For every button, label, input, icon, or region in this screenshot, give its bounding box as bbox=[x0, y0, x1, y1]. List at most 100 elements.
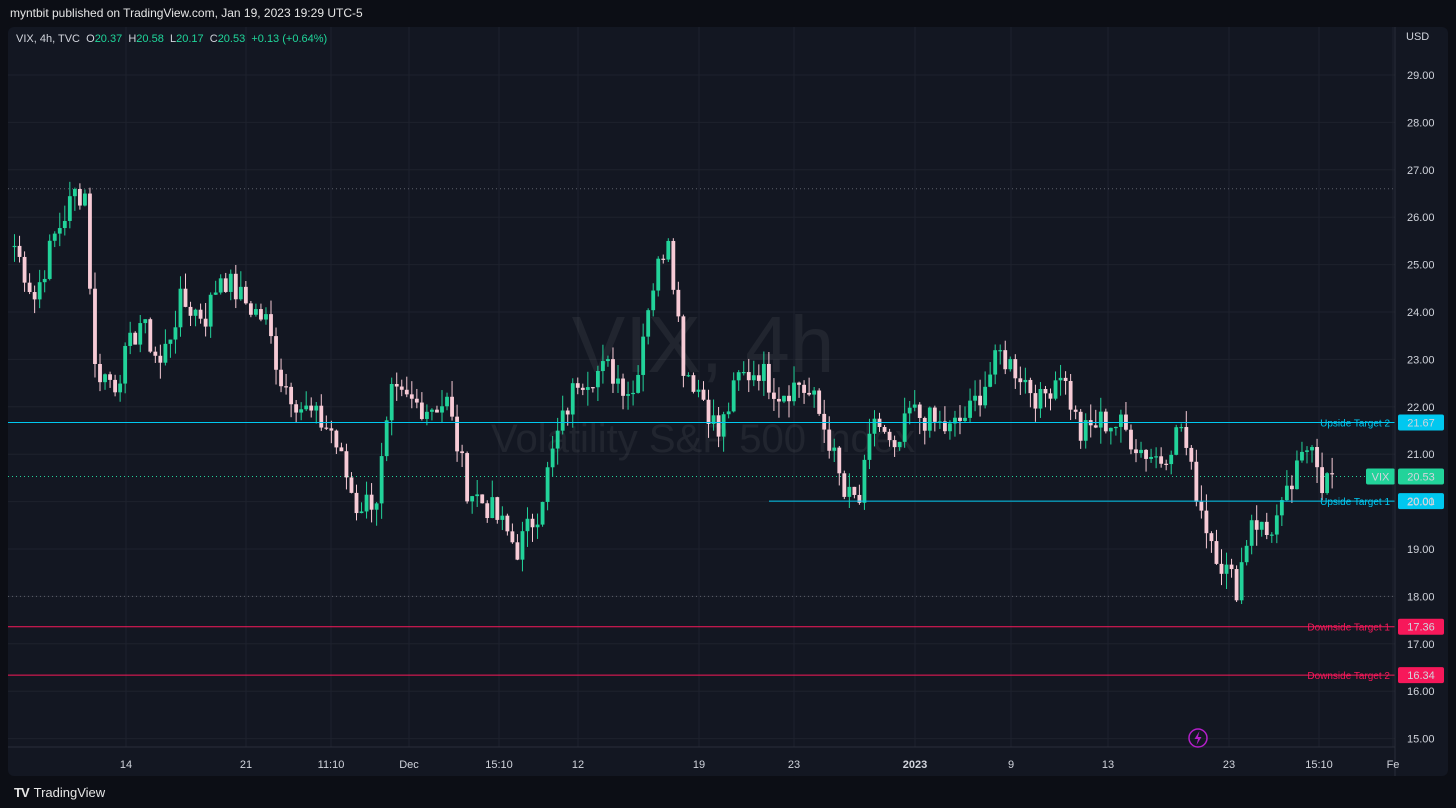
candle-body bbox=[17, 245, 22, 257]
candle-body bbox=[1144, 449, 1148, 459]
candle bbox=[651, 283, 656, 317]
candle bbox=[1078, 408, 1083, 449]
candle-body bbox=[953, 417, 957, 424]
candle bbox=[173, 310, 178, 354]
candle bbox=[626, 381, 630, 410]
candle bbox=[1018, 366, 1023, 395]
candle bbox=[530, 513, 535, 542]
time-axis[interactable]: 14 21 11:10 Dec 15:10 12 19 23 2023 9 13 23 15:10 Fe bbox=[8, 746, 1399, 771]
candle-body bbox=[1053, 380, 1058, 399]
candle-body bbox=[495, 497, 500, 520]
candle bbox=[213, 280, 218, 295]
candle-body bbox=[1300, 451, 1304, 461]
candle-body bbox=[927, 407, 932, 431]
level-value-tag bbox=[1398, 667, 1444, 684]
candle-body bbox=[354, 492, 359, 514]
candle bbox=[948, 420, 952, 440]
candle-body bbox=[585, 387, 590, 390]
candle bbox=[62, 205, 67, 236]
candle-body bbox=[922, 417, 927, 431]
candle-body bbox=[409, 394, 414, 399]
candle bbox=[1129, 424, 1133, 455]
candle-body bbox=[993, 350, 998, 375]
candle-body bbox=[243, 286, 248, 304]
chart-panel[interactable]: VIX, 4h Volatility S&P 500 Index Upside Ta… bbox=[8, 27, 1448, 776]
candle-body bbox=[1199, 501, 1204, 511]
candle bbox=[77, 183, 82, 210]
watermark-title: VIX, 4h bbox=[572, 300, 834, 389]
time-axis-tick: 15:10 bbox=[485, 759, 513, 771]
candle bbox=[847, 473, 852, 508]
candle-body bbox=[299, 409, 304, 413]
candle bbox=[42, 270, 47, 293]
candle-body bbox=[892, 440, 897, 448]
candle bbox=[339, 442, 344, 452]
candle bbox=[1083, 413, 1088, 449]
legend-high-value: 20.58 bbox=[136, 33, 164, 45]
candle bbox=[32, 285, 37, 314]
candle-body bbox=[148, 319, 153, 352]
price-axis-tick: 29.00 bbox=[1407, 70, 1435, 82]
candle bbox=[93, 272, 97, 378]
candle bbox=[228, 269, 233, 301]
legend-close-label: C bbox=[209, 33, 218, 45]
candle-body bbox=[817, 390, 822, 414]
candle-body bbox=[505, 515, 510, 532]
price-level-1[interactable]: Upside Target 2 21.67 bbox=[8, 414, 1444, 431]
candle-body bbox=[384, 420, 389, 457]
candle-body bbox=[424, 411, 429, 419]
price-axis[interactable]: USD 29.00 28.00 27.00 26.00 25.00 24.00 23.00 22… bbox=[1394, 27, 1435, 776]
price-level-2[interactable]: Upside Target 1 20.01 bbox=[769, 493, 1444, 510]
candle bbox=[646, 308, 651, 345]
candle bbox=[842, 470, 847, 500]
candle bbox=[495, 496, 500, 524]
candle bbox=[163, 329, 168, 366]
candle-body bbox=[1254, 520, 1259, 530]
candle-body bbox=[1083, 420, 1088, 441]
candle bbox=[1139, 441, 1143, 458]
candle-body bbox=[289, 386, 294, 405]
candle-body bbox=[812, 390, 817, 395]
candle bbox=[907, 400, 912, 425]
candle-body bbox=[233, 273, 238, 300]
candle bbox=[1174, 424, 1179, 456]
candle bbox=[701, 381, 706, 402]
candle-body bbox=[560, 410, 565, 431]
candle-body bbox=[671, 240, 676, 290]
candle-body bbox=[253, 309, 258, 315]
candle-body bbox=[565, 410, 570, 415]
footer-brand[interactable]: TV TradingView bbox=[14, 782, 105, 804]
candle-body bbox=[716, 415, 721, 437]
candle-body bbox=[897, 441, 902, 448]
level-value-text: 17.36 bbox=[1407, 622, 1435, 634]
candle bbox=[792, 366, 796, 406]
candle bbox=[259, 303, 263, 322]
candle bbox=[510, 523, 515, 544]
candle-body bbox=[1269, 534, 1274, 536]
candle-body bbox=[555, 430, 560, 449]
candle-body bbox=[988, 374, 993, 387]
candle-body bbox=[681, 316, 686, 376]
candle-body bbox=[958, 417, 962, 421]
level-value-tag bbox=[1398, 414, 1444, 431]
candle-body bbox=[218, 278, 223, 293]
candle bbox=[118, 374, 123, 402]
candle bbox=[379, 442, 384, 519]
candle-body bbox=[590, 387, 595, 389]
candle-body bbox=[32, 292, 37, 300]
candle-body bbox=[440, 406, 444, 413]
candle bbox=[721, 411, 726, 452]
price-level-3[interactable]: Downside Target 1 17.36 bbox=[8, 618, 1444, 635]
candle-body bbox=[168, 339, 173, 344]
candle-body bbox=[736, 372, 741, 381]
last-price-symbol: VIX bbox=[1372, 471, 1390, 483]
candle bbox=[1279, 496, 1284, 527]
price-level-4[interactable]: Downside Target 2 16.34 bbox=[8, 667, 1444, 684]
candle-body bbox=[188, 306, 193, 316]
candle-body bbox=[269, 314, 273, 337]
candle bbox=[736, 370, 741, 391]
candle bbox=[1038, 382, 1043, 418]
lightning-icon[interactable] bbox=[1188, 728, 1208, 748]
candle-body bbox=[248, 303, 253, 315]
